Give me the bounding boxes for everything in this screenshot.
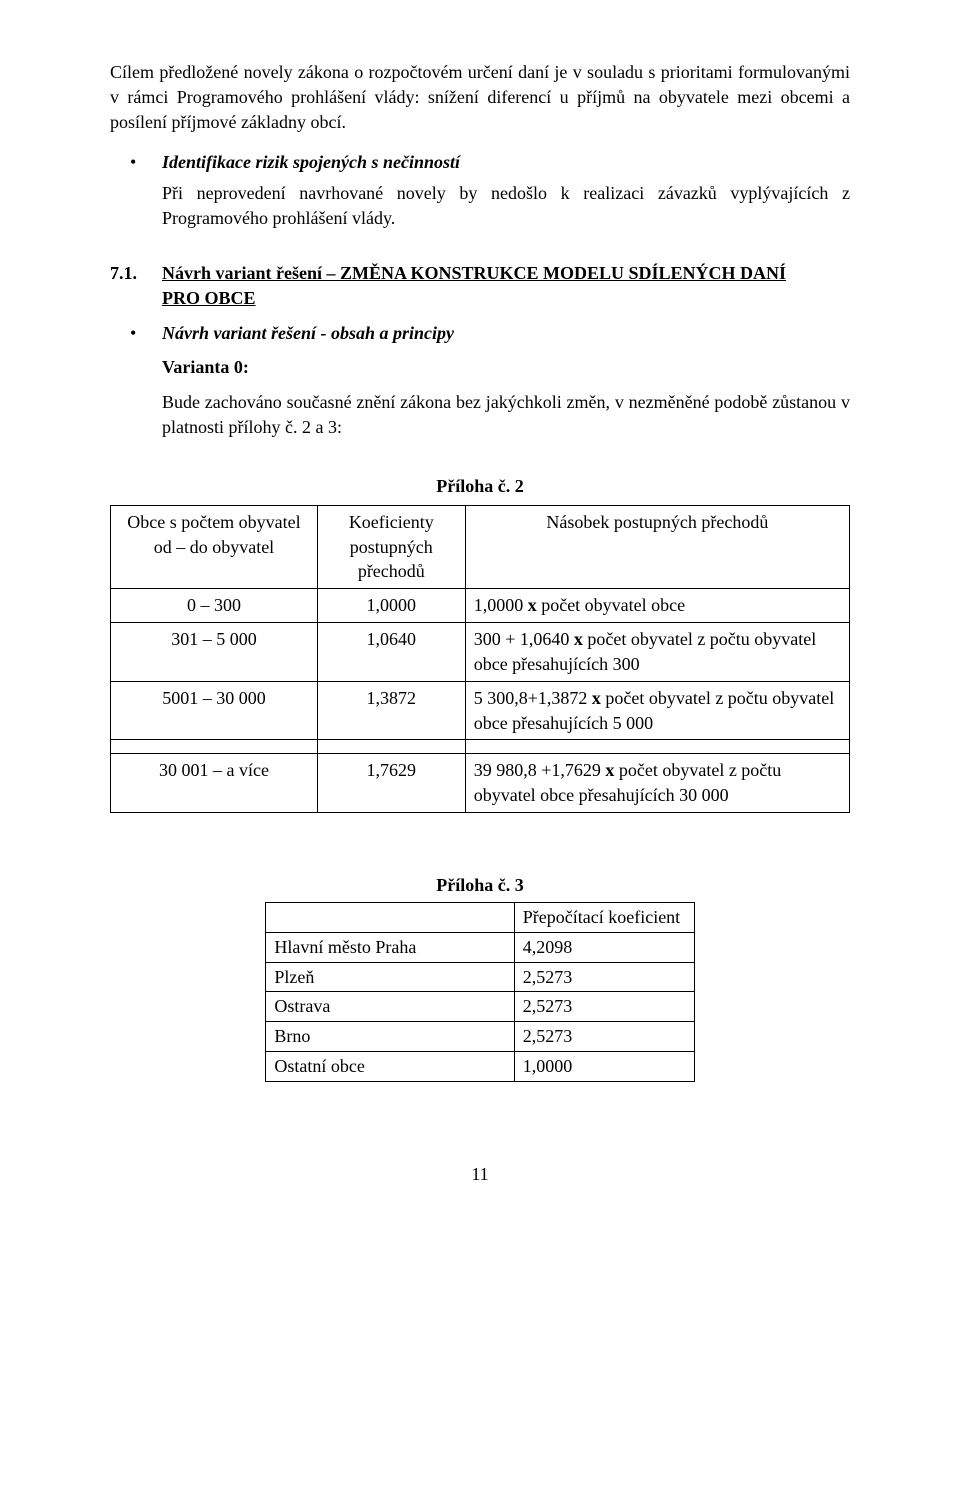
cell xyxy=(266,902,514,932)
table2-head-col2: Koeficientypostupnýchpřechodů xyxy=(317,505,465,588)
section-title-line2: PRO OBCE xyxy=(162,288,256,308)
table-row: Brno 2,5273 xyxy=(266,1022,694,1052)
cell: 1,0000 xyxy=(514,1052,694,1082)
bullet-risks: • Identifikace rizik spojených s nečinno… xyxy=(110,150,850,175)
table-row: Ostrava 2,5273 xyxy=(266,992,694,1022)
cell: 5001 – 30 000 xyxy=(111,681,318,740)
table2-caption: Příloha č. 2 xyxy=(110,474,850,499)
table2-head-col3: Násobek postupných přechodů xyxy=(465,505,849,588)
risks-paragraph: Při neprovedení navrhované novely by ned… xyxy=(162,181,850,231)
variant-0-label: Varianta 0: xyxy=(162,355,850,380)
table2-head-col1: Obce s počtem obyvatelod – do obyvatel xyxy=(111,505,318,588)
bullet-dot-icon: • xyxy=(110,150,162,175)
cell: 1,3872 xyxy=(317,681,465,740)
table-row: Ostatní obce 1,0000 xyxy=(266,1052,694,1082)
cell: 39 980,8 +1,7629 x počet obyvatel z počt… xyxy=(465,754,849,813)
section-7-1-heading: 7.1. Návrh variant řešení – ZMĚNA KONSTR… xyxy=(110,261,850,311)
cell: 5 300,8+1,3872 x počet obyvatel z počtu … xyxy=(465,681,849,740)
cell: 30 001 – a více xyxy=(111,754,318,813)
cell: 1,0640 xyxy=(317,623,465,682)
variant-0-paragraph: Bude zachováno současné znění zákona bez… xyxy=(162,390,850,440)
cell: Ostrava xyxy=(266,992,514,1022)
cell: 300 + 1,0640 x počet obyvatel z počtu ob… xyxy=(465,623,849,682)
section-title-line1: Návrh variant řešení – ZMĚNA KONSTRUKCE … xyxy=(162,263,786,283)
table-row: 0 – 300 1,0000 1,0000 x počet obyvatel o… xyxy=(111,589,850,623)
cell: Plzeň xyxy=(266,962,514,992)
bullet-variants: • Návrh variant řešení - obsah a princip… xyxy=(110,321,850,346)
cell: 4,2098 xyxy=(514,932,694,962)
cell: 0 – 300 xyxy=(111,589,318,623)
cell: 301 – 5 000 xyxy=(111,623,318,682)
table-row xyxy=(111,740,850,754)
cell: 2,5273 xyxy=(514,962,694,992)
cell: 2,5273 xyxy=(514,1022,694,1052)
table-row: 301 – 5 000 1,0640 300 + 1,0640 x počet … xyxy=(111,623,850,682)
cell: 1,7629 xyxy=(317,754,465,813)
table-row: 30 001 – a více 1,7629 39 980,8 +1,7629 … xyxy=(111,754,850,813)
section-title: Návrh variant řešení – ZMĚNA KONSTRUKCE … xyxy=(162,261,850,311)
table-row: Plzeň 2,5273 xyxy=(266,962,694,992)
section-number: 7.1. xyxy=(110,261,162,311)
page-number: 11 xyxy=(110,1162,850,1187)
bullet-variants-label: Návrh variant řešení - obsah a principy xyxy=(162,321,850,346)
cell: 1,0000 xyxy=(317,589,465,623)
cell: 1,0000 x počet obyvatel obce xyxy=(465,589,849,623)
bullet-dot-icon: • xyxy=(110,321,162,346)
cell: Hlavní město Praha xyxy=(266,932,514,962)
cell: Ostatní obce xyxy=(266,1052,514,1082)
cell: Brno xyxy=(266,1022,514,1052)
table-row: 5001 – 30 000 1,3872 5 300,8+1,3872 x po… xyxy=(111,681,850,740)
table-row: Obce s počtem obyvatelod – do obyvatel K… xyxy=(111,505,850,588)
table-priloha-2: Obce s počtem obyvatelod – do obyvatel K… xyxy=(110,505,850,813)
table-row: Hlavní město Praha 4,2098 xyxy=(266,932,694,962)
table3-head: Přepočítací koeficient xyxy=(514,902,694,932)
table-priloha-3: Přepočítací koeficient Hlavní město Prah… xyxy=(265,902,694,1082)
bullet-risks-label: Identifikace rizik spojených s nečinnost… xyxy=(162,150,850,175)
table-row: Přepočítací koeficient xyxy=(266,902,694,932)
intro-paragraph: Cílem předložené novely zákona o rozpočt… xyxy=(110,60,850,134)
table3-caption: Příloha č. 3 xyxy=(110,873,850,898)
cell: 2,5273 xyxy=(514,992,694,1022)
